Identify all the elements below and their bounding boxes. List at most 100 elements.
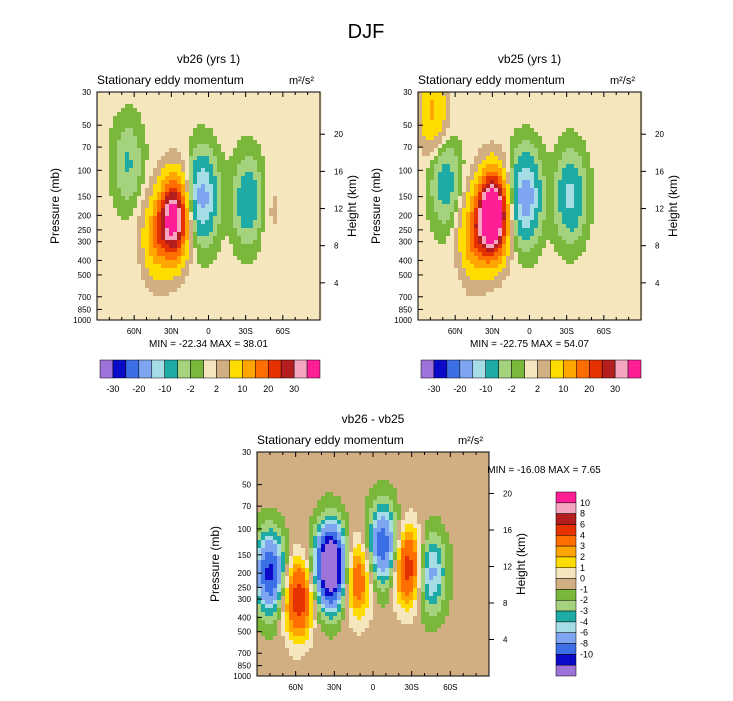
colorbar-swatch: [485, 359, 499, 379]
colorbar-swatch: [555, 632, 577, 644]
colorbar-swatch: [138, 359, 153, 379]
units-label: m²/s²: [610, 75, 635, 87]
colorbar-swatch: [459, 359, 474, 379]
colorbar-swatch: [601, 359, 616, 379]
colorbar-label: 6: [580, 519, 585, 529]
y-tick-label: 700: [78, 293, 92, 302]
colorbar-swatch: [555, 643, 577, 655]
y-tick-label: 250: [78, 226, 92, 235]
colorbar-label: -1: [580, 584, 588, 594]
x-tick-label: 30N: [164, 327, 179, 336]
x-tick-label: 60N: [127, 327, 142, 336]
colorbar-swatch: [164, 359, 178, 379]
right-tick-label: 16: [334, 167, 343, 176]
colorbar-swatch: [177, 359, 191, 379]
x-tick-label: 30S: [239, 327, 253, 336]
right-axis-label: Height (km): [666, 175, 680, 237]
chart-panel-1: vb26 (yrs 1) Stationary eddy momentum m²/s…: [48, 52, 359, 350]
right-tick-label: 8: [655, 242, 660, 251]
colorbar-swatch: [555, 502, 577, 514]
colorbar: -30 -20 -10 -2 2 10 20 30: [420, 359, 642, 394]
y-tick-label: 200: [399, 211, 413, 220]
figure-title: DJF: [348, 21, 385, 43]
y-tick-label: 850: [238, 662, 252, 671]
x-tick-label: 60N: [288, 683, 303, 692]
colorbar-swatch: [555, 556, 577, 569]
units-label: m²/s²: [458, 435, 483, 447]
colorbar-label: 2: [580, 552, 585, 562]
colorbar-swatch: [555, 621, 577, 633]
chart-panel-2: vb25 (yrs 1) Stationary eddy momentum m²/s…: [369, 52, 680, 350]
colorbar-swatch: [151, 359, 165, 379]
y-tick-label: 200: [78, 211, 92, 220]
colorbar-swatch: [99, 359, 114, 379]
colorbar-swatch: [588, 359, 603, 379]
y-axis-label: Pressure (mb): [369, 168, 383, 244]
x-tick-label: 60S: [276, 327, 290, 336]
colorbar-label: -3: [580, 606, 588, 616]
colorbar-swatch: [511, 359, 525, 379]
colorbar-swatch: [524, 359, 538, 379]
colorbar-swatch: [498, 359, 512, 379]
colorbar-label: -30: [427, 384, 440, 394]
colorbar-swatch: [255, 359, 269, 379]
chart-panel-3: vb26 - vb25 Stationary eddy momentum m²/s²…: [208, 412, 601, 692]
y-tick-label: 850: [78, 305, 92, 314]
x-tick-label: 60N: [448, 327, 463, 336]
y-tick-label: 700: [399, 293, 413, 302]
right-axis-label: Height (km): [514, 533, 528, 595]
colorbar-swatch: [216, 359, 230, 379]
colorbar-label: -8: [580, 639, 588, 649]
y-tick-label: 400: [78, 256, 92, 265]
colorbar-label: 20: [584, 384, 594, 394]
colorbar-swatch: [555, 610, 577, 623]
colorbar-label: 0: [580, 574, 585, 584]
colorbar: -30 -20 -10 -2 2 10 20 30: [99, 359, 321, 394]
right-axis-label: Height (km): [345, 175, 359, 237]
x-tick-label: 30N: [485, 327, 500, 336]
right-tick-label: 8: [334, 242, 339, 251]
colorbar-label: -10: [580, 649, 593, 659]
right-tick-label: 4: [503, 635, 508, 644]
colorbar-label: 30: [610, 384, 620, 394]
colorbar-swatch: [614, 359, 629, 379]
y-tick-label: 30: [242, 448, 251, 457]
colorbar-label: 10: [580, 498, 590, 508]
y-tick-label: 400: [399, 256, 413, 265]
colorbar-label: -6: [580, 628, 588, 638]
y-tick-label: 100: [399, 166, 413, 175]
y-tick-label: 150: [399, 193, 413, 202]
colorbar-swatch: [627, 359, 642, 379]
colorbar-swatch: [433, 359, 448, 379]
colorbar-label: -2: [187, 384, 195, 394]
panel-subtitle: Stationary eddy momentum: [257, 433, 404, 447]
right-tick-label: 12: [334, 205, 343, 214]
colorbar-swatch: [203, 359, 217, 379]
right-tick-label: 20: [503, 489, 512, 498]
colorbar-swatch: [555, 524, 577, 536]
colorbar-swatch: [112, 359, 127, 379]
y-axis-label: Pressure (mb): [48, 168, 62, 244]
contour-field: [257, 452, 490, 677]
y-tick-label: 850: [399, 305, 413, 314]
colorbar-swatch: [555, 513, 577, 525]
x-tick-label: 0: [371, 683, 376, 692]
y-tick-label: 100: [238, 525, 252, 534]
y-tick-label: 100: [78, 166, 92, 175]
min-max-label: MIN = -22.75 MAX = 54.07: [470, 339, 589, 350]
panel-subtitle: Stationary eddy momentum: [418, 73, 565, 87]
colorbar-swatch: [242, 359, 256, 379]
x-tick-label: 60S: [443, 683, 457, 692]
colorbar-label: -2: [508, 384, 516, 394]
colorbar-swatch: [472, 359, 486, 379]
y-tick-label: 700: [238, 649, 252, 658]
right-tick-label: 4: [334, 279, 339, 288]
panel-subtitle: Stationary eddy momentum: [97, 73, 244, 87]
y-tick-label: 50: [82, 121, 91, 130]
right-tick-label: 16: [503, 526, 512, 535]
colorbar-swatch: [555, 589, 577, 601]
right-tick-label: 8: [503, 599, 508, 608]
y-tick-label: 1000: [233, 672, 251, 681]
